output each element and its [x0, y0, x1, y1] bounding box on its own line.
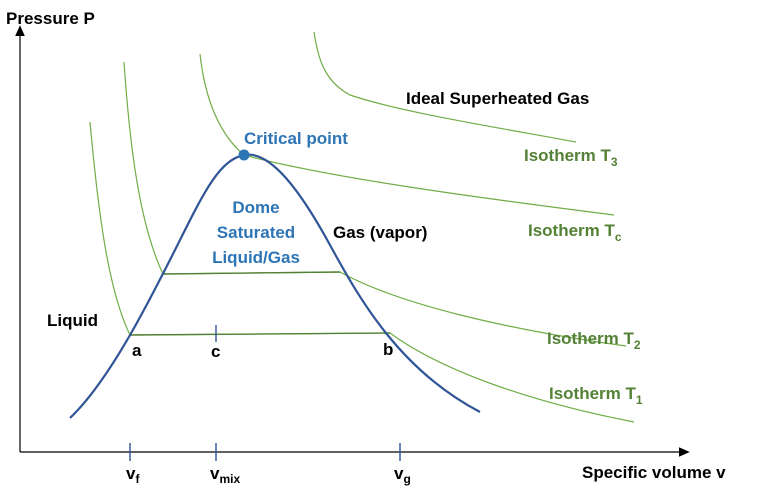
dome-label-line1: Dome — [232, 198, 279, 217]
isotherm-t3-curve — [313, 31, 577, 143]
vf-main: v — [126, 464, 136, 483]
vg-label: vg — [394, 464, 411, 486]
vg-main: v — [394, 464, 404, 483]
vmix-label: vmix — [210, 464, 240, 486]
isotherm-t2-curve — [123, 61, 627, 347]
isotherm-tc-main: Isotherm T — [528, 221, 616, 240]
dome-label-line2: Saturated — [217, 223, 295, 242]
point-a-label: a — [132, 341, 142, 360]
tie-line-t1 — [129, 332, 391, 336]
isotherm-tc-sub: c — [615, 230, 622, 244]
isotherm-t2-sub: 2 — [634, 338, 641, 352]
vg-sub: g — [403, 472, 410, 486]
superheated-label: Ideal Superheated Gas — [406, 89, 589, 108]
liquid-label: Liquid — [47, 311, 98, 330]
isotherm-t1-curve — [89, 121, 635, 423]
point-c-label: c — [211, 342, 220, 361]
isotherm-t2-main: Isotherm T — [547, 329, 635, 348]
critical-point-marker — [238, 149, 250, 161]
tie-line-t2 — [162, 271, 341, 275]
isotherm-t3-label: Isotherm T3 — [524, 146, 618, 169]
point-b-label: b — [383, 340, 393, 359]
vf-label: vf — [126, 464, 140, 486]
isotherm-tc-label: Isotherm Tc — [528, 221, 622, 244]
y-axis-label: Pressure P — [6, 9, 95, 28]
isotherm-t1-label: Isotherm T1 — [549, 384, 643, 407]
isotherm-t1-main: Isotherm T — [549, 384, 637, 403]
x-axis-label: Specific volume v — [582, 463, 726, 482]
gas-vapor-label: Gas (vapor) — [333, 223, 427, 242]
isotherm-t1-sub: 1 — [636, 393, 643, 407]
isotherm-t3-main: Isotherm T — [524, 146, 612, 165]
vf-sub: f — [135, 472, 140, 486]
isotherm-t3-sub: 3 — [611, 155, 618, 169]
isotherm-t2-label: Isotherm T2 — [547, 329, 641, 352]
vmix-main: v — [210, 464, 220, 483]
vmix-sub: mix — [219, 472, 240, 486]
saturation-dome — [69, 153, 481, 419]
isotherm-tc-curve — [199, 53, 615, 216]
dome-label-line3: Liquid/Gas — [212, 248, 300, 267]
critical-point-label: Critical point — [244, 129, 348, 148]
